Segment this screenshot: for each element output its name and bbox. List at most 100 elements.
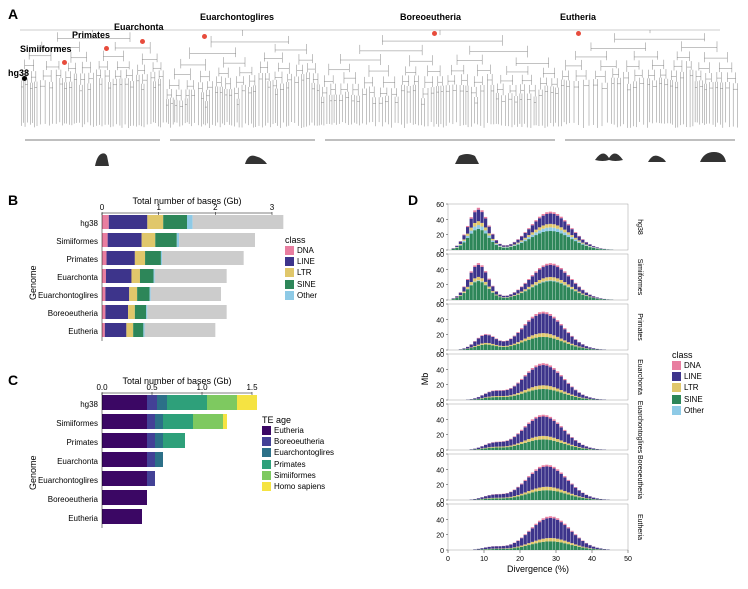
svg-text:Boreoeutheria: Boreoeutheria (48, 495, 99, 504)
svg-text:Mb: Mb (420, 373, 430, 386)
panel-d-chart: 0204060hg380204060Simiiformes0204060Prim… (420, 200, 665, 580)
panel-b-ylabel: Genome (28, 265, 38, 300)
legend-item-other: Other (285, 290, 317, 301)
swatch-icon (285, 291, 294, 300)
panel-d-legend: classDNALINELTRSINEOther (672, 350, 704, 416)
panel-c-ylabel: Genome (28, 455, 38, 490)
legend-title: TE age (262, 415, 334, 425)
svg-text:3: 3 (270, 203, 275, 212)
svg-text:Eutheria: Eutheria (68, 327, 98, 336)
legend-label: Primates (274, 459, 306, 470)
legend-item-sine: SINE (672, 394, 704, 405)
svg-text:20: 20 (436, 283, 444, 290)
swatch-icon (672, 383, 681, 392)
legend-item-dna: DNA (285, 245, 317, 256)
svg-text:40: 40 (436, 467, 444, 474)
swatch-icon (672, 372, 681, 381)
svg-text:Primates: Primates (66, 438, 98, 447)
svg-text:Simiiformes: Simiiformes (636, 259, 643, 296)
svg-text:40: 40 (436, 217, 444, 224)
legend-label: Boreoeutheria (274, 436, 324, 447)
svg-text:60: 60 (436, 352, 444, 359)
svg-text:20: 20 (436, 383, 444, 390)
clade-label-euarchontoglires: Euarchontoglires (200, 12, 274, 22)
svg-text:hg38: hg38 (80, 400, 98, 409)
swatch-icon (262, 448, 271, 457)
svg-text:20: 20 (436, 433, 444, 440)
silhouette-cow (455, 154, 479, 164)
swatch-icon (262, 460, 271, 469)
svg-text:0: 0 (440, 548, 444, 555)
legend-item-dna: DNA (672, 360, 704, 371)
silhouette-bat (595, 153, 623, 161)
ancestral-node-dot (432, 31, 437, 36)
silhouette-rodent (245, 156, 267, 164)
svg-text:Simiiformes: Simiiformes (56, 237, 98, 246)
svg-text:60: 60 (436, 302, 444, 309)
ancestral-node-dot (140, 39, 145, 44)
svg-text:40: 40 (436, 517, 444, 524)
svg-text:hg38: hg38 (636, 219, 643, 235)
legend-label: LINE (297, 256, 315, 267)
legend-label: SINE (684, 394, 703, 405)
legend-label: Homo sapiens (274, 481, 325, 492)
legend-label: DNA (684, 360, 701, 371)
swatch-icon (285, 246, 294, 255)
hg38-node-dot (22, 76, 27, 81)
ancestral-node-dot (62, 60, 67, 65)
svg-text:Euarchontoglires: Euarchontoglires (38, 476, 98, 485)
svg-text:20: 20 (516, 556, 524, 563)
swatch-icon (262, 471, 271, 480)
panel-label-d: D (408, 192, 418, 208)
legend-item-eutheria: Eutheria (262, 425, 334, 436)
legend-item-ltr: LTR (285, 267, 317, 278)
svg-text:Total number of bases (Gb): Total number of bases (Gb) (122, 376, 231, 386)
panel-c-legend: TE ageEutheriaBoreoeutheriaEuarchontogli… (262, 415, 334, 492)
legend-label: DNA (297, 245, 314, 256)
legend-label: LTR (684, 382, 699, 393)
silhouette-ape (95, 153, 109, 166)
swatch-icon (285, 257, 294, 266)
svg-text:Primates: Primates (636, 313, 643, 341)
svg-text:0: 0 (446, 556, 450, 563)
svg-text:60: 60 (436, 502, 444, 509)
legend-item-homo-sapiens: Homo sapiens (262, 481, 334, 492)
svg-text:20: 20 (436, 483, 444, 490)
svg-text:40: 40 (588, 556, 596, 563)
svg-text:1.5: 1.5 (246, 383, 258, 392)
svg-text:60: 60 (436, 452, 444, 459)
swatch-icon (262, 437, 271, 446)
swatch-icon (672, 395, 681, 404)
legend-title: class (285, 235, 317, 245)
svg-text:20: 20 (436, 533, 444, 540)
legend-label: LTR (297, 267, 312, 278)
svg-text:40: 40 (436, 317, 444, 324)
svg-text:40: 40 (436, 367, 444, 374)
swatch-icon (672, 361, 681, 370)
legend-item-other: Other (672, 405, 704, 416)
svg-text:Simiiformes: Simiiformes (56, 419, 98, 428)
swatch-icon (262, 426, 271, 435)
legend-label: Other (297, 290, 317, 301)
panel-b-legend: classDNALINELTRSINEOther (285, 235, 317, 301)
panel-label-c: C (8, 372, 18, 388)
svg-text:60: 60 (436, 402, 444, 409)
svg-text:40: 40 (436, 417, 444, 424)
svg-text:20: 20 (436, 333, 444, 340)
svg-text:Eutheria: Eutheria (68, 514, 98, 523)
svg-text:0: 0 (100, 203, 105, 212)
clade-label-boreoeutheria: Boreoeutheria (400, 12, 461, 22)
legend-item-line: LINE (672, 371, 704, 382)
legend-item-line: LINE (285, 256, 317, 267)
svg-text:20: 20 (436, 233, 444, 240)
svg-text:10: 10 (480, 556, 488, 563)
clade-label-eutheria: Eutheria (560, 12, 596, 22)
legend-label: SINE (297, 279, 316, 290)
legend-item-primates: Primates (262, 459, 334, 470)
phylo-tree (0, 8, 748, 178)
svg-text:Euarchonta: Euarchonta (57, 273, 98, 282)
ancestral-node-dot (104, 46, 109, 51)
svg-text:Divergence (%): Divergence (%) (507, 564, 569, 574)
clade-label-simiiformes: Simiiformes (20, 44, 72, 54)
swatch-icon (285, 268, 294, 277)
